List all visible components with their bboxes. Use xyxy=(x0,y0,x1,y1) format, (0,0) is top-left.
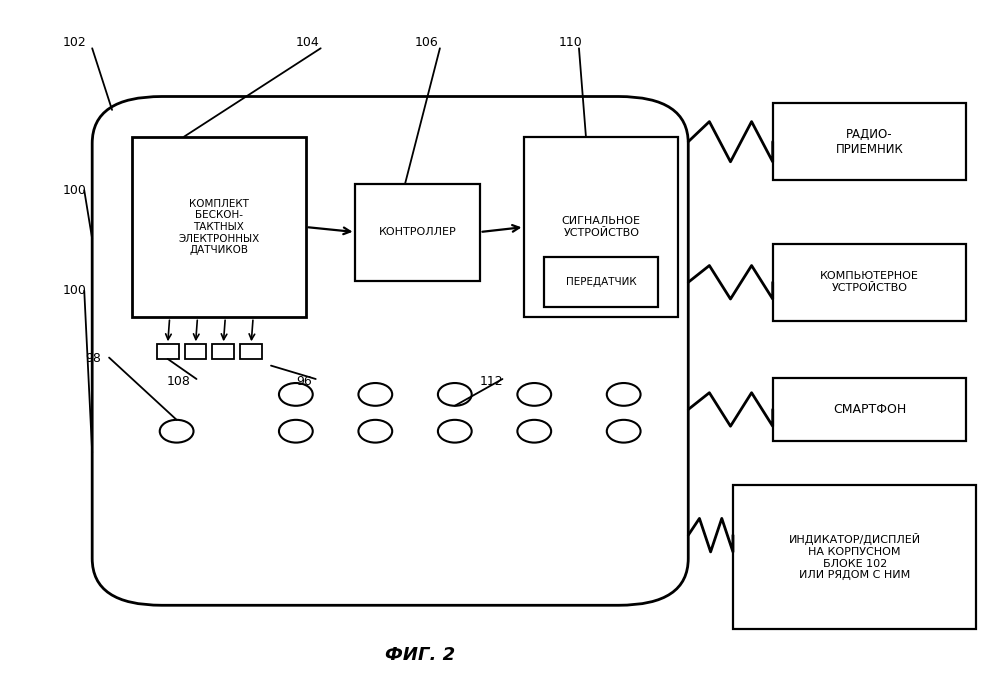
Text: 108: 108 xyxy=(167,375,191,387)
FancyBboxPatch shape xyxy=(132,136,306,317)
Text: РАДИО-
ПРИЕМНИК: РАДИО- ПРИЕМНИК xyxy=(836,128,903,156)
Text: 96: 96 xyxy=(296,375,312,387)
Text: СМАРТФОН: СМАРТФОН xyxy=(833,403,906,416)
Text: КОМПЛЕКТ
БЕСКОН-
ТАКТНЫХ
ЭЛЕКТРОННЫХ
ДАТЧИКОВ: КОМПЛЕКТ БЕСКОН- ТАКТНЫХ ЭЛЕКТРОННЫХ ДАТ… xyxy=(178,199,260,255)
Text: 106: 106 xyxy=(415,36,439,49)
FancyBboxPatch shape xyxy=(772,244,966,321)
Text: 110: 110 xyxy=(559,36,582,49)
Text: 102: 102 xyxy=(62,36,86,49)
Text: ИНДИКАТОР/ДИСПЛЕЙ
НА КОРПУСНОМ
БЛОКЕ 102
ИЛИ РЯДОМ С НИМ: ИНДИКАТОР/ДИСПЛЕЙ НА КОРПУСНОМ БЛОКЕ 102… xyxy=(788,533,921,580)
FancyBboxPatch shape xyxy=(185,344,207,359)
Text: ПЕРЕДАТЧИК: ПЕРЕДАТЧИК xyxy=(566,277,636,288)
FancyBboxPatch shape xyxy=(356,184,480,281)
FancyBboxPatch shape xyxy=(772,103,966,180)
FancyBboxPatch shape xyxy=(157,344,179,359)
FancyBboxPatch shape xyxy=(213,344,234,359)
Text: 104: 104 xyxy=(296,36,320,49)
Text: 98: 98 xyxy=(85,352,101,365)
Text: КОМПЬЮТЕРНОЕ
УСТРОЙСТВО: КОМПЬЮТЕРНОЕ УСТРОЙСТВО xyxy=(820,271,919,293)
FancyBboxPatch shape xyxy=(772,378,966,441)
FancyBboxPatch shape xyxy=(240,344,262,359)
Text: 112: 112 xyxy=(480,375,503,387)
FancyBboxPatch shape xyxy=(544,257,658,307)
Text: ФИГ. 2: ФИГ. 2 xyxy=(385,647,456,664)
Text: 100: 100 xyxy=(62,184,86,196)
Text: КОНТРОЛЛЕР: КОНТРОЛЛЕР xyxy=(379,227,457,237)
FancyBboxPatch shape xyxy=(92,97,688,605)
Text: 100: 100 xyxy=(62,284,86,297)
FancyBboxPatch shape xyxy=(524,136,678,317)
FancyBboxPatch shape xyxy=(733,485,976,628)
Text: СИГНАЛЬНОЕ
УСТРОЙСТВО: СИГНАЛЬНОЕ УСТРОЙСТВО xyxy=(561,216,640,238)
